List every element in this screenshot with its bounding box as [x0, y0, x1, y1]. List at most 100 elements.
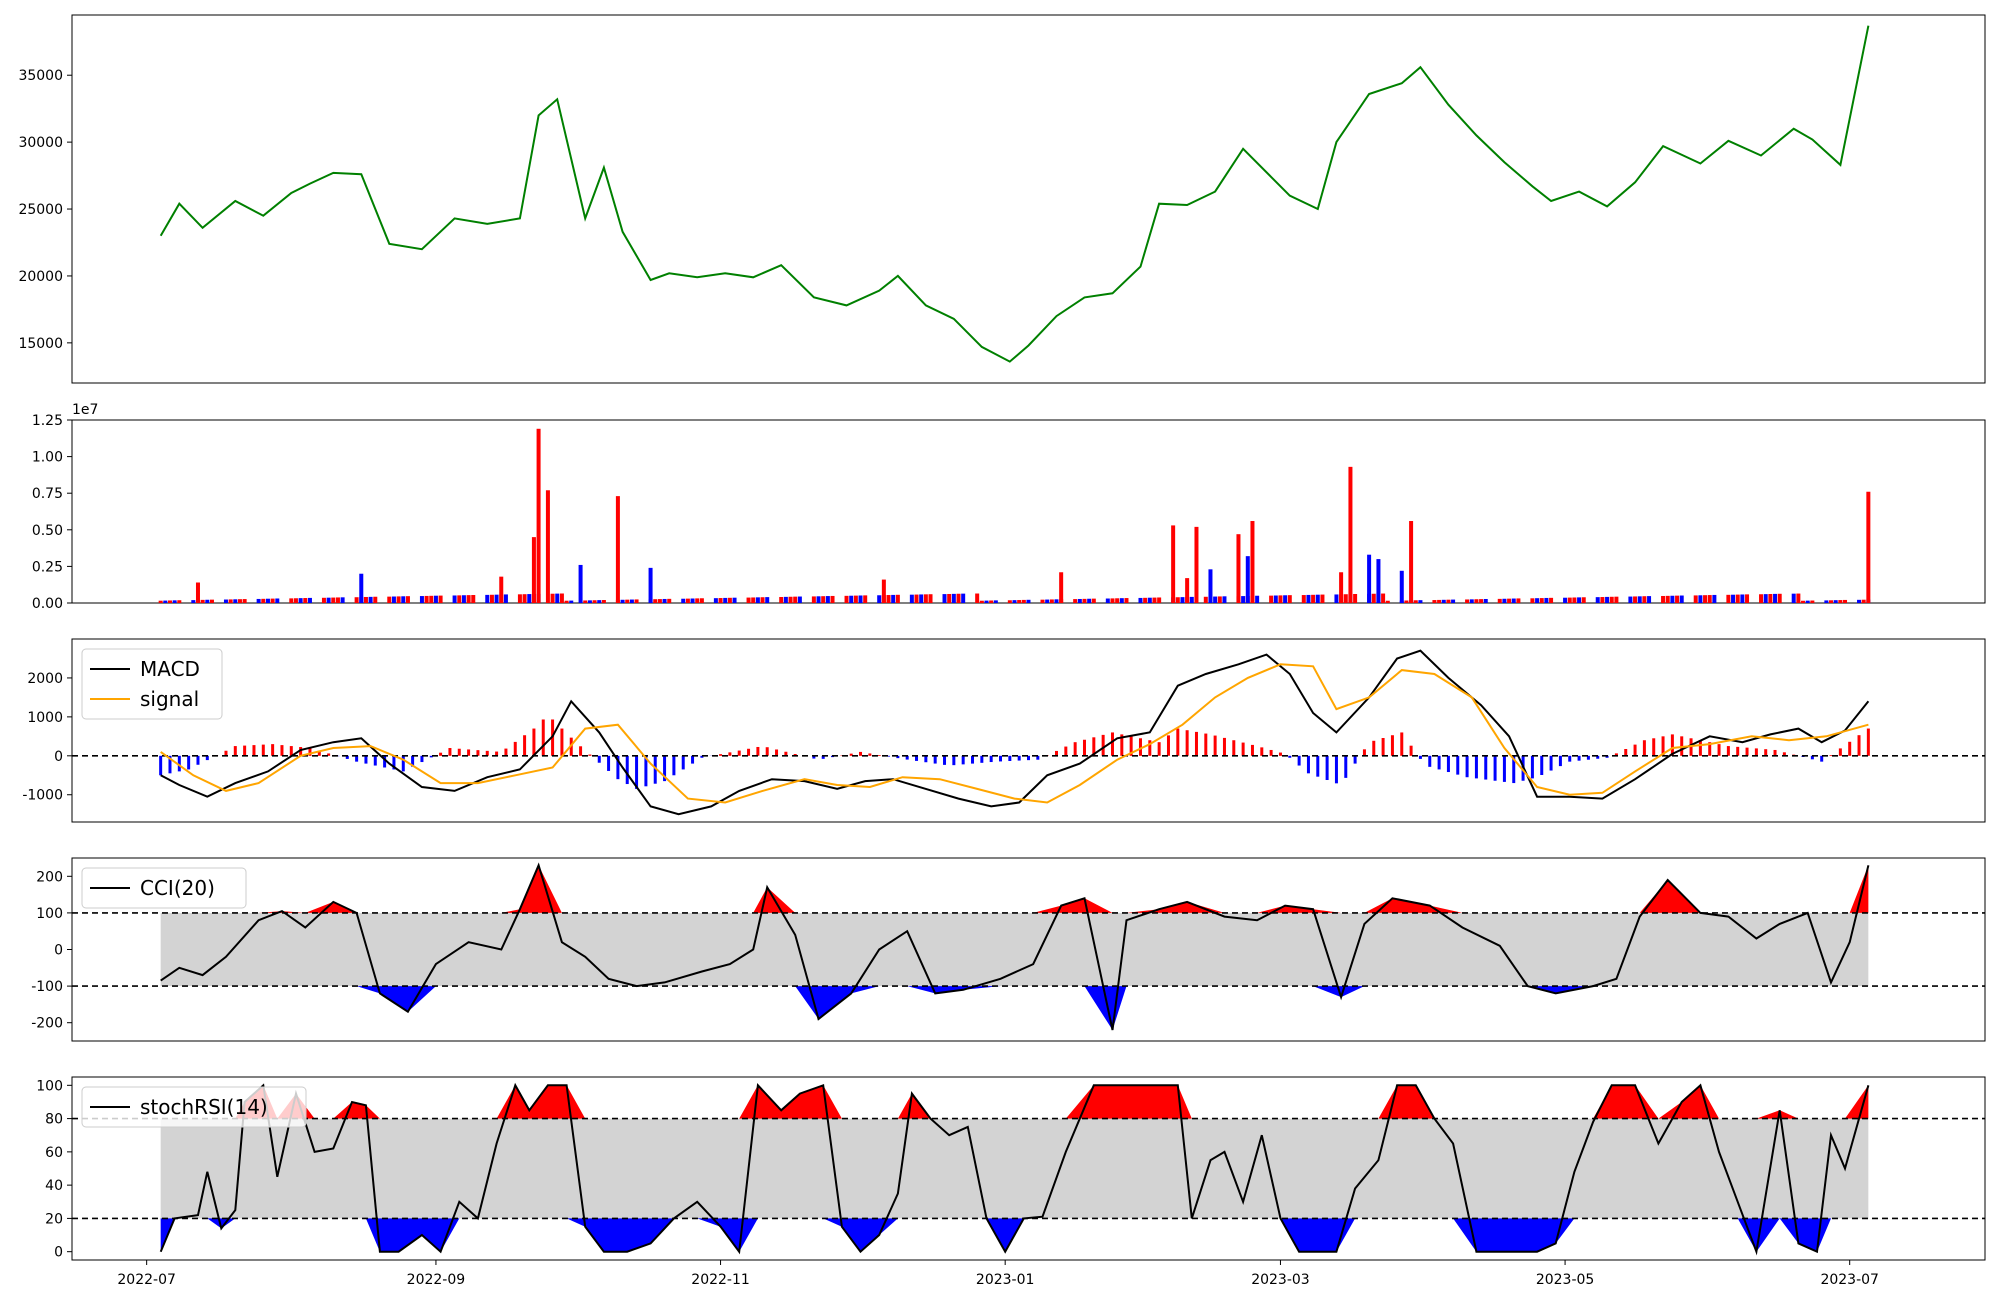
- volume-bar: [1465, 599, 1470, 603]
- volume-bar: [727, 597, 732, 603]
- macd-histogram-bar: [467, 749, 471, 756]
- volume-bar: [354, 597, 359, 603]
- macd-histogram-bar: [971, 755, 975, 764]
- macd-histogram-bar: [728, 752, 732, 756]
- macd-histogram-bar: [523, 735, 527, 756]
- macd-histogram-bar: [887, 755, 891, 757]
- volume-bar: [844, 595, 849, 603]
- x-tick-label: 2023-07: [1820, 1272, 1879, 1288]
- macd-histogram-bar: [1241, 742, 1245, 756]
- volume-bar: [1843, 599, 1848, 603]
- macd-histogram-bar: [196, 755, 200, 765]
- volume-bar: [1012, 600, 1017, 603]
- volume-bar: [1670, 595, 1675, 603]
- volume-bar: [419, 596, 424, 603]
- volume-bar: [1334, 594, 1339, 603]
- volume-ytick-label: 0.00: [32, 596, 63, 612]
- macd-histogram-bar: [943, 755, 947, 765]
- macd-histogram-bar: [1185, 730, 1189, 756]
- macd-histogram-bar: [700, 755, 704, 758]
- macd-histogram-bar: [1176, 728, 1180, 756]
- volume-bar: [1180, 597, 1185, 603]
- macd-histogram-bar: [1054, 750, 1058, 756]
- macd-ytick-label: 0: [54, 749, 63, 765]
- volume-bar: [718, 598, 723, 603]
- volume-bar: [667, 598, 672, 603]
- macd-histogram-bar: [1073, 742, 1077, 756]
- volume-bar: [401, 596, 406, 603]
- macd-histogram-bar: [663, 755, 667, 782]
- macd-histogram-bar: [308, 748, 312, 756]
- volume-bar: [1446, 599, 1451, 603]
- volume-bar: [760, 597, 765, 603]
- volume-bar: [289, 598, 294, 603]
- volume-bar: [233, 599, 238, 603]
- macd-histogram-bar: [1577, 755, 1581, 761]
- stochrsi-ytick-label: 100: [36, 1078, 63, 1094]
- volume-bar: [1077, 598, 1082, 603]
- volume-bar: [396, 596, 401, 603]
- volume-bar: [1273, 595, 1278, 603]
- volume-spike-bar: [536, 428, 541, 603]
- macd-histogram-bar: [672, 755, 676, 776]
- volume-spike-bar: [359, 573, 364, 603]
- macd-histogram-bar: [1838, 748, 1842, 756]
- macd-histogram-bar: [1484, 755, 1488, 780]
- macd-histogram-bar: [1773, 749, 1777, 756]
- x-tick-label: 2023-05: [1536, 1272, 1595, 1288]
- volume-ytick-label: 0.50: [32, 523, 63, 539]
- volume-bar: [1735, 594, 1740, 603]
- volume-bar: [1222, 596, 1227, 603]
- volume-bar: [1539, 598, 1544, 603]
- volume-bar: [1283, 595, 1288, 603]
- macd-histogram-bar: [1288, 755, 1292, 758]
- volume-bar: [1385, 600, 1390, 603]
- macd-histogram-bar: [1101, 734, 1105, 756]
- macd-histogram-bar: [1297, 755, 1301, 766]
- macd-histogram-bar: [364, 755, 368, 764]
- volume-bar: [265, 598, 270, 603]
- macd-histogram-bar: [1027, 755, 1030, 761]
- volume-bar: [1175, 597, 1180, 603]
- macd-histogram-bar: [1661, 736, 1665, 756]
- volume-bar: [191, 600, 196, 603]
- volume-bar: [1143, 597, 1148, 603]
- macd-histogram-bar: [261, 744, 265, 756]
- volume-bar: [1628, 596, 1633, 603]
- stochrsi-neutral-band: [160, 1118, 1869, 1219]
- macd-histogram-bar: [1512, 755, 1516, 784]
- macd-histogram-bar: [252, 745, 256, 756]
- stochrsi-ytick-label: 80: [45, 1112, 63, 1128]
- volume-bar: [1833, 600, 1838, 603]
- volume-bar: [788, 596, 793, 603]
- macd-histogram-bar: [1745, 747, 1749, 756]
- x-tick-label: 2022-11: [691, 1272, 750, 1288]
- macd-ytick-label: 2000: [27, 671, 63, 687]
- cci-legend: CCI(20): [81, 867, 247, 909]
- volume-bar: [298, 598, 303, 603]
- macd-histogram-bar: [784, 751, 788, 756]
- volume-bar: [1007, 600, 1012, 603]
- volume-bar: [1105, 598, 1110, 603]
- macd-histogram-bar: [168, 755, 172, 774]
- macd-histogram-bar: [1138, 738, 1142, 756]
- volume-bar: [755, 597, 760, 603]
- macd-histogram-bar: [541, 719, 545, 756]
- volume-spike-bar: [1866, 491, 1871, 603]
- volume-bar: [989, 600, 994, 603]
- volume-bar: [1479, 599, 1484, 603]
- macd-histogram-bar: [187, 755, 191, 770]
- volume-bar: [1698, 595, 1703, 603]
- macd-histogram-bar: [355, 755, 359, 762]
- volume-bar: [629, 599, 634, 603]
- macd-histogram-bar: [644, 755, 648, 787]
- macd-histogram-bar: [1278, 752, 1282, 756]
- macd-histogram-bar: [1764, 749, 1768, 756]
- macd-histogram-bar: [1082, 739, 1086, 756]
- volume-bar: [1315, 594, 1320, 603]
- volume-bar: [1157, 597, 1162, 603]
- volume-bar: [877, 595, 882, 603]
- volume-bar: [1759, 594, 1764, 603]
- cci-ytick-label: 200: [36, 869, 63, 885]
- macd-panel-frame: [71, 638, 1986, 823]
